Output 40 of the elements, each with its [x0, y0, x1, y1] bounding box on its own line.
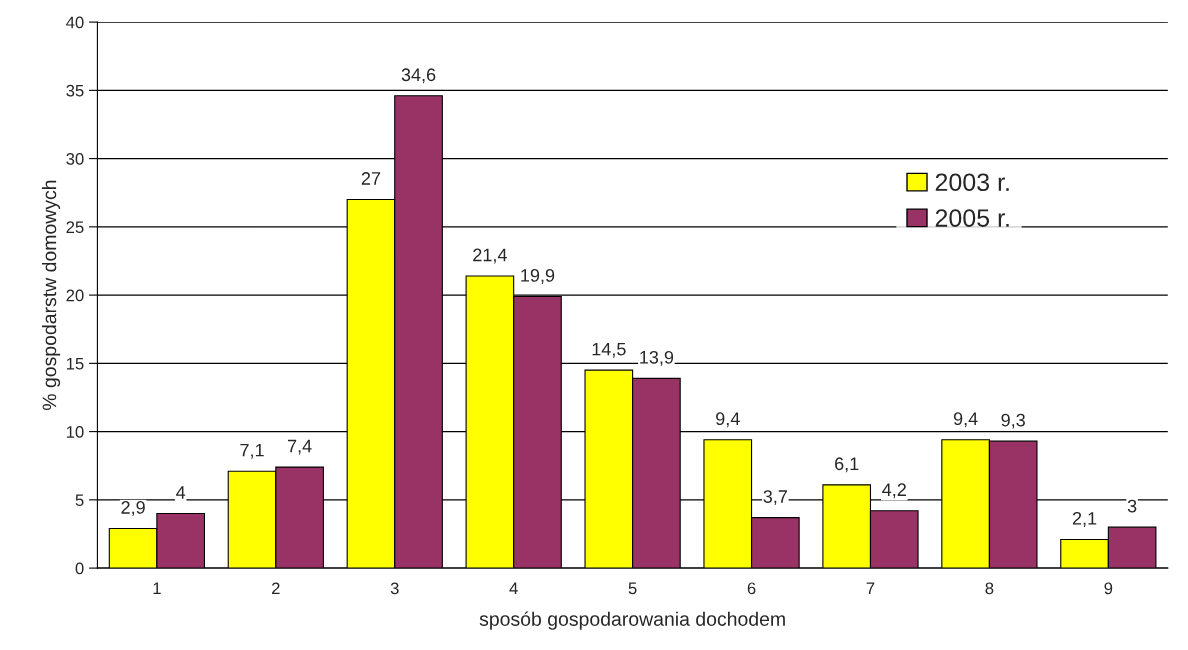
x-tick-label: 1	[153, 582, 161, 595]
data-label: 9,4	[716, 412, 740, 428]
legend-label: 2003 r.	[935, 173, 1009, 192]
data-label: 9,3	[1001, 413, 1025, 429]
data-label: 4,2	[882, 483, 906, 499]
x-tick-label: 9	[1104, 582, 1113, 595]
y-tick-label: 5	[75, 494, 84, 507]
y-axis-title: % gospodarstw domowych	[42, 180, 61, 411]
x-axis-title: sposób gospodarowania dochodem	[479, 611, 785, 630]
x-tick-label: 7	[866, 582, 875, 595]
data-label: 21,4	[473, 248, 507, 264]
data-label: 7,1	[240, 443, 264, 459]
data-label: 13,9	[640, 350, 674, 366]
x-tick-label: 5	[628, 582, 637, 595]
data-label: 7,4	[287, 439, 312, 455]
y-tick-label: 40	[66, 16, 84, 29]
data-label: 14,5	[592, 342, 626, 358]
y-tick-label: 20	[66, 289, 84, 302]
data-label: 6,1	[835, 457, 859, 473]
x-tick-label: 2	[272, 582, 280, 595]
data-label: 19,9	[521, 269, 555, 284]
legend-label: 2005 r.	[935, 209, 1009, 227]
x-tick-label: 8	[985, 582, 994, 595]
data-label: 3	[1127, 499, 1137, 513]
data-label: 27	[361, 172, 381, 185]
data-label: 2,1	[1072, 511, 1097, 527]
data-label: 2,9	[121, 501, 145, 516]
y-tick-label: 25	[66, 221, 84, 234]
y-tick-label: 15	[66, 357, 84, 370]
x-tick-label: 3	[390, 582, 399, 595]
y-tick-label: 10	[66, 426, 84, 438]
data-label: 3,7	[763, 490, 787, 506]
y-tick-label: 0	[75, 562, 84, 575]
data-label: 9,4	[953, 412, 978, 428]
y-tick-label: 35	[66, 84, 84, 97]
x-tick-label: 6	[747, 582, 756, 595]
x-tick-label: 4	[509, 582, 518, 595]
data-label: 4	[176, 486, 186, 499]
data-label: 34,6	[401, 68, 436, 84]
y-tick-label: 30	[66, 153, 84, 165]
